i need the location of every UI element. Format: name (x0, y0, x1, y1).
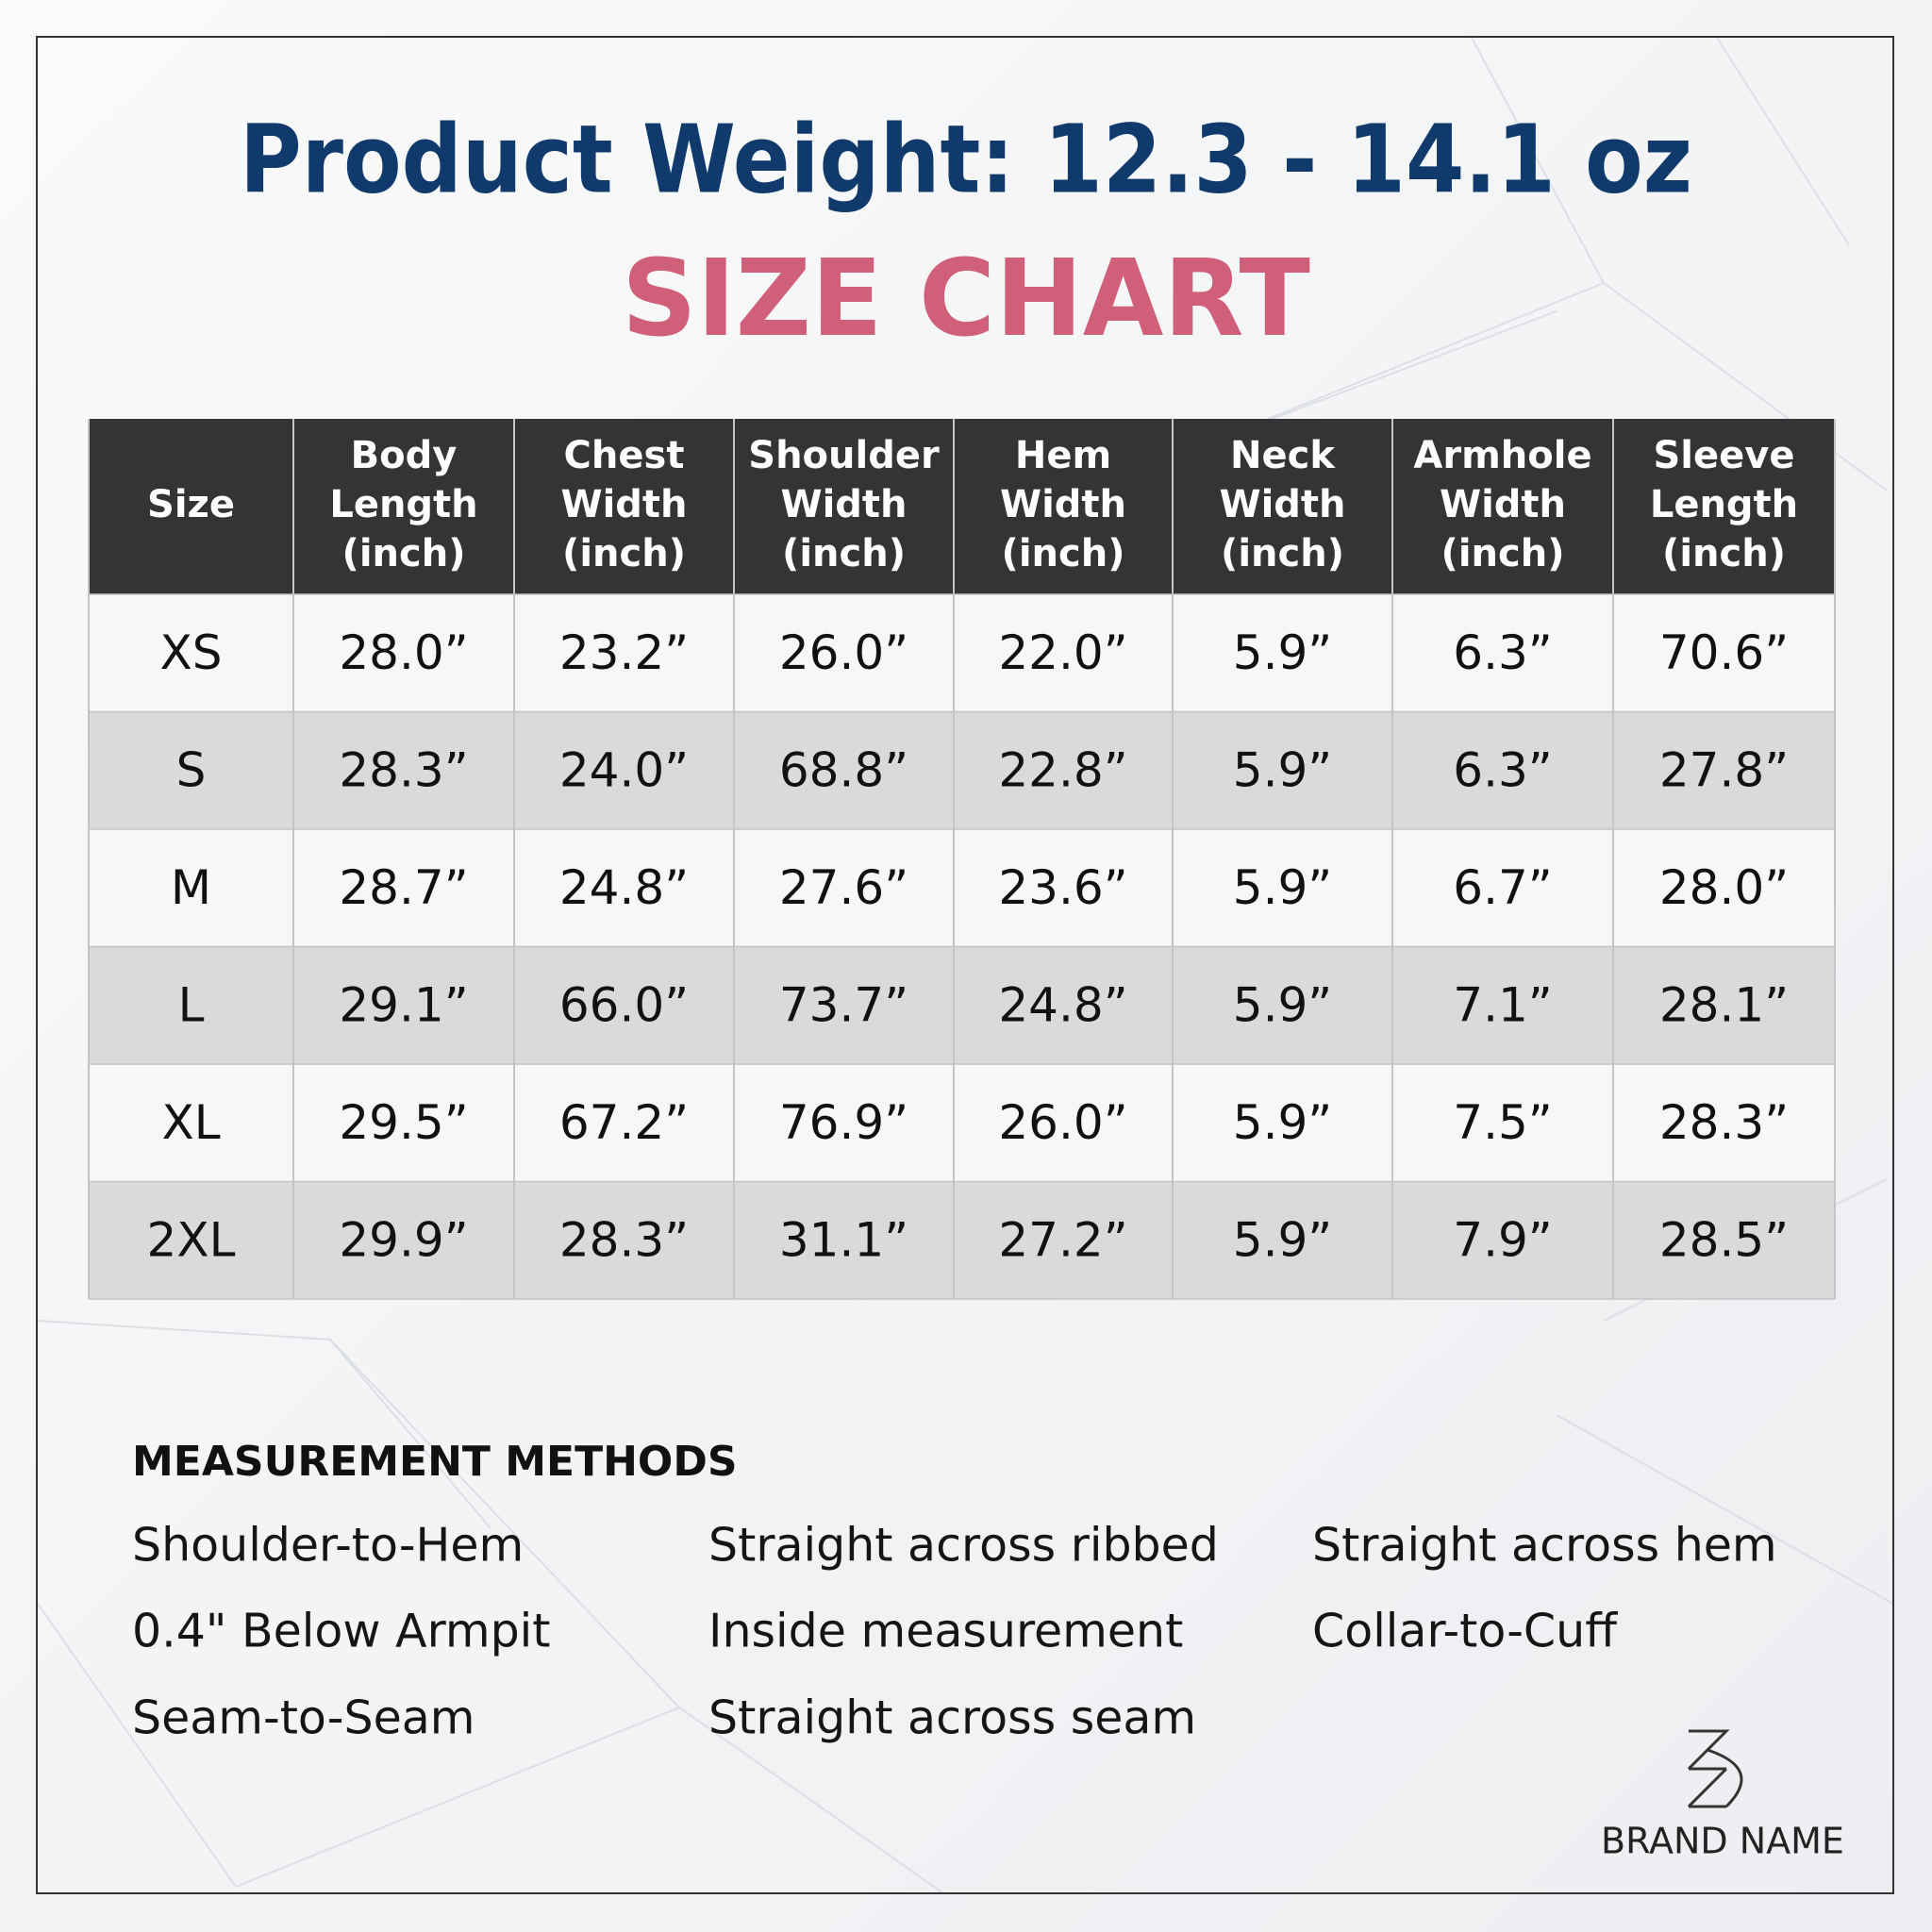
header-cell: Width (560, 483, 687, 526)
table-cell: L (178, 977, 205, 1032)
table-cell: 26.0” (998, 1095, 1127, 1150)
header-cell: Shoulder (748, 434, 940, 477)
header-cell: (inch) (1002, 532, 1125, 575)
table-cell: 5.9” (1233, 742, 1332, 797)
table-cell: XS (160, 625, 223, 680)
method-text: Inside measurement (708, 1605, 1183, 1658)
table-cell: 27.8” (1659, 742, 1789, 797)
table-cell: M (171, 860, 211, 915)
table-cell: 6.3” (1453, 742, 1552, 797)
table-cell: 24.0” (559, 742, 689, 797)
table-header (89, 419, 1835, 594)
method-text: 0.4" Below Armpit (132, 1605, 551, 1658)
table-cell: 24.8” (559, 860, 689, 915)
table-cell: 6.7” (1453, 860, 1552, 915)
header-cell: Length (1650, 483, 1798, 526)
table-row (89, 711, 1835, 829)
header-cell: (inch) (342, 532, 466, 575)
table-cell: 22.8” (998, 742, 1127, 797)
table-row (89, 1181, 1835, 1299)
method-text: Seam-to-Seam (132, 1691, 475, 1745)
table-row (89, 829, 1835, 947)
brand-logo (1687, 1729, 1743, 1808)
table-cell: 2XL (147, 1212, 236, 1267)
table-cell: 23.6” (998, 860, 1127, 915)
table-cell: 28.3” (339, 742, 468, 797)
table-cell: 76.9” (779, 1095, 908, 1150)
brand-name: BRAND NAME (1601, 1821, 1844, 1862)
table-cell: 28.3” (559, 1212, 689, 1267)
header-cell: (inch) (1662, 532, 1786, 575)
table-cell: 27.2” (998, 1212, 1127, 1267)
table-cell: 28.0” (339, 625, 468, 680)
table-row (89, 1064, 1835, 1182)
header-cell: Width (1440, 483, 1566, 526)
table-cell: 5.9” (1233, 1095, 1332, 1150)
table-cell: 23.2” (559, 625, 689, 680)
table-cell: 22.0” (998, 625, 1127, 680)
header-cell: Width (1000, 483, 1126, 526)
method-text: Collar-to-Cuff (1312, 1605, 1618, 1658)
header-cell: Width (780, 483, 907, 526)
table-cell: 5.9” (1233, 625, 1332, 680)
method-text: Straight across hem (1312, 1519, 1777, 1573)
table-cell: S (176, 742, 207, 797)
table-cell: 5.9” (1233, 977, 1332, 1032)
table-cell: 6.3” (1453, 625, 1552, 680)
header-cell: (inch) (782, 532, 906, 575)
table-cell: 28.1” (1659, 977, 1789, 1032)
header-cell: Sleeve (1654, 434, 1795, 477)
header-cell: Hem (1015, 434, 1111, 477)
header-cell: Body (351, 434, 458, 477)
method-text: Straight across seam (708, 1691, 1196, 1745)
table-cell: 28.3” (1659, 1095, 1789, 1150)
table-cell: 7.1” (1453, 977, 1552, 1032)
table-cell: 73.7” (779, 977, 908, 1032)
table-row (89, 594, 1835, 712)
header-cell: (inch) (562, 532, 686, 575)
table-cell: 7.5” (1453, 1095, 1552, 1150)
header-cell: (inch) (1441, 532, 1565, 575)
table-cell: 29.5” (339, 1095, 468, 1150)
header-cell: Length (329, 483, 477, 526)
table-cell: 26.0” (779, 625, 908, 680)
table-cell: 68.8” (779, 742, 908, 797)
header-cell: Armhole (1413, 434, 1591, 477)
table-cell: XL (161, 1095, 220, 1150)
method-text: Straight across ribbed (708, 1519, 1219, 1573)
table-cell: 27.6” (779, 860, 908, 915)
subtitle: SIZE CHART (622, 238, 1310, 360)
method-text: Shoulder-to-Hem (132, 1519, 524, 1573)
table-row (89, 946, 1835, 1064)
table-cell: 67.2” (559, 1095, 689, 1150)
header-cell: Size (147, 483, 235, 526)
table-cell: 29.9” (339, 1212, 468, 1267)
frame (36, 36, 1894, 1894)
table-cell: 70.6” (1659, 625, 1789, 680)
header-cell: Neck (1230, 434, 1336, 477)
table-cell: 28.5” (1659, 1212, 1789, 1267)
table-cell: 5.9” (1233, 860, 1332, 915)
table-cell: 7.9” (1453, 1212, 1552, 1267)
header-cell: (inch) (1221, 532, 1344, 575)
table-cell: 24.8” (998, 977, 1127, 1032)
methods-heading: MEASUREMENT METHODS (132, 1438, 738, 1486)
table-cell: 28.0” (1659, 860, 1789, 915)
table-cell: 31.1” (779, 1212, 908, 1267)
table-cell: 29.1” (339, 977, 468, 1032)
table-cell: 66.0” (559, 977, 689, 1032)
header-cell: Width (1219, 483, 1345, 526)
table-cell: 28.7” (339, 860, 468, 915)
title: Product Weight: 12.3 - 14.1 oz (240, 104, 1692, 214)
header-cell: Chest (564, 434, 685, 477)
table-cell: 5.9” (1233, 1212, 1332, 1267)
